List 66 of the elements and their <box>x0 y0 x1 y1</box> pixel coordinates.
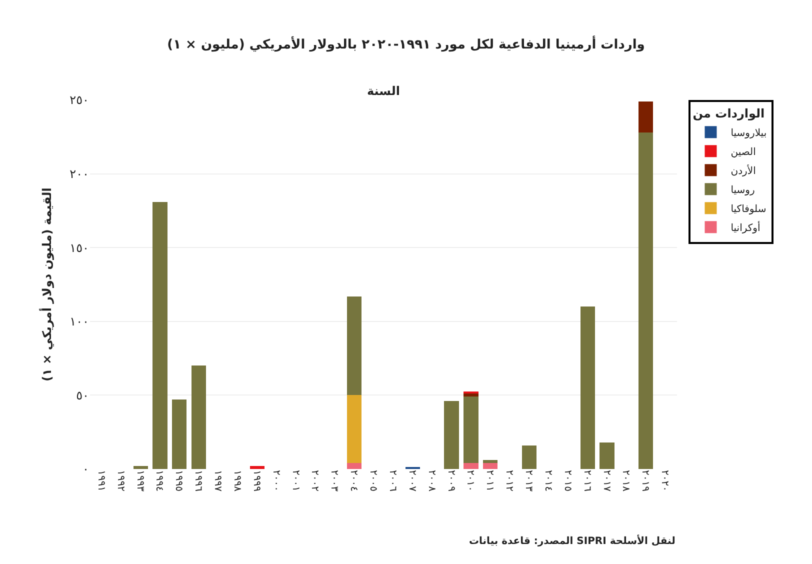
x-tick-label: ١٩٩٦ <box>192 470 204 492</box>
x-tick-label: ٢٠٠٨ <box>426 470 437 492</box>
y-tick-label: ٠ <box>82 462 89 476</box>
bar <box>152 202 168 469</box>
bar <box>444 401 459 469</box>
bar <box>250 466 264 469</box>
bar <box>483 460 498 464</box>
bar <box>600 442 614 469</box>
x-tick-label: ٢٠١٢ <box>504 470 515 492</box>
legend-label: الأردن <box>730 164 756 177</box>
text: المصدر: قاعدة بيانات SIPRI لنقل الأسلحة <box>469 534 676 547</box>
bar <box>464 394 478 397</box>
bar <box>483 463 498 469</box>
bar <box>347 463 362 469</box>
legend-label: أوكرانيا <box>730 221 760 234</box>
bar <box>638 101 654 132</box>
x-tick-label: ١٩٩٣ <box>134 470 146 492</box>
bar <box>192 366 206 469</box>
x-tick-label: ٢٠١١ <box>484 470 496 492</box>
bar <box>172 400 187 469</box>
bar <box>347 395 362 464</box>
legend-label: سلوفاكيا <box>730 204 766 215</box>
x-tick-label: ٢٠٠٣ <box>328 470 340 492</box>
x-tick-label: ٢٠٠٢ <box>309 470 320 492</box>
x-tick-label: ١٩٩٤ <box>154 470 165 492</box>
x-tick-label: ١٩٩١ <box>95 470 106 492</box>
x-axis-title: السنة <box>367 84 400 98</box>
bar <box>464 396 478 464</box>
x-tick-label: ٢٠٠٩ <box>445 470 456 492</box>
x-tick-label: ١٩٩٢ <box>114 470 126 492</box>
x-tick-label: ٢٠١٨ <box>620 470 632 492</box>
chart-title: واردات أرمينيا الدفاعية لكل مورد ١٩٩١-٢٠٢٠ بالدولار الأمريكي (مليون × ١) <box>167 36 645 53</box>
x-tick-label: ٢٠١٥ <box>562 470 573 492</box>
x-tick-label: ٢٠٠٧ <box>406 470 418 492</box>
y-tick-label: ٢٥٠ <box>70 93 89 108</box>
bar <box>638 132 654 469</box>
x-tick-label: ٢٠١٦ <box>581 470 592 492</box>
x-tick-label: ٢٠١٩ <box>640 470 651 492</box>
x-tick-label: ٢٠٠٠ <box>270 470 282 492</box>
x-tick-label: ١٩٩٧ <box>212 470 224 492</box>
y-tick-label: ٢٠٠ <box>70 167 89 181</box>
bar <box>522 445 537 469</box>
x-tick-label: ١٩٩٨ <box>231 470 242 492</box>
x-tick-label: ٢٠١٤ <box>542 470 554 492</box>
x-tick-label: ١٩٩٥ <box>173 470 184 492</box>
x-tick-label: ٢٠٠٦ <box>386 470 398 492</box>
legend-label: بيلاروسيا <box>730 128 767 139</box>
y-axis-title: القيمة (مليون دولار أمريكي × ١) <box>38 188 54 382</box>
bar <box>580 306 595 469</box>
x-tick-label: ١٩٩٩ <box>250 470 262 492</box>
x-tick-label: ٢٠٠١ <box>290 470 301 492</box>
x-tick-label: ٢٠١٧ <box>600 470 612 492</box>
legend-label: الصين <box>730 147 756 158</box>
x-tick-label: ٢٠٠٥ <box>368 470 379 492</box>
x-tick-label: ٢٠٠٤ <box>348 470 360 492</box>
x-tick-label: ٢٠١٠ <box>464 470 476 492</box>
y-tick-label: ٥٠ <box>76 388 89 402</box>
y-tick-label: ١٠٠ <box>70 314 89 329</box>
x-tick-label: ٢٠٢٠ <box>659 470 670 492</box>
x-tick-label: ٢٠١٣ <box>523 470 534 492</box>
legend-title: الواردات من <box>692 106 765 121</box>
bar <box>133 466 148 469</box>
bar <box>464 463 478 469</box>
legend-label: روسيا <box>730 185 756 196</box>
bar <box>347 296 362 396</box>
y-tick-label: ١٥٠ <box>70 240 89 255</box>
